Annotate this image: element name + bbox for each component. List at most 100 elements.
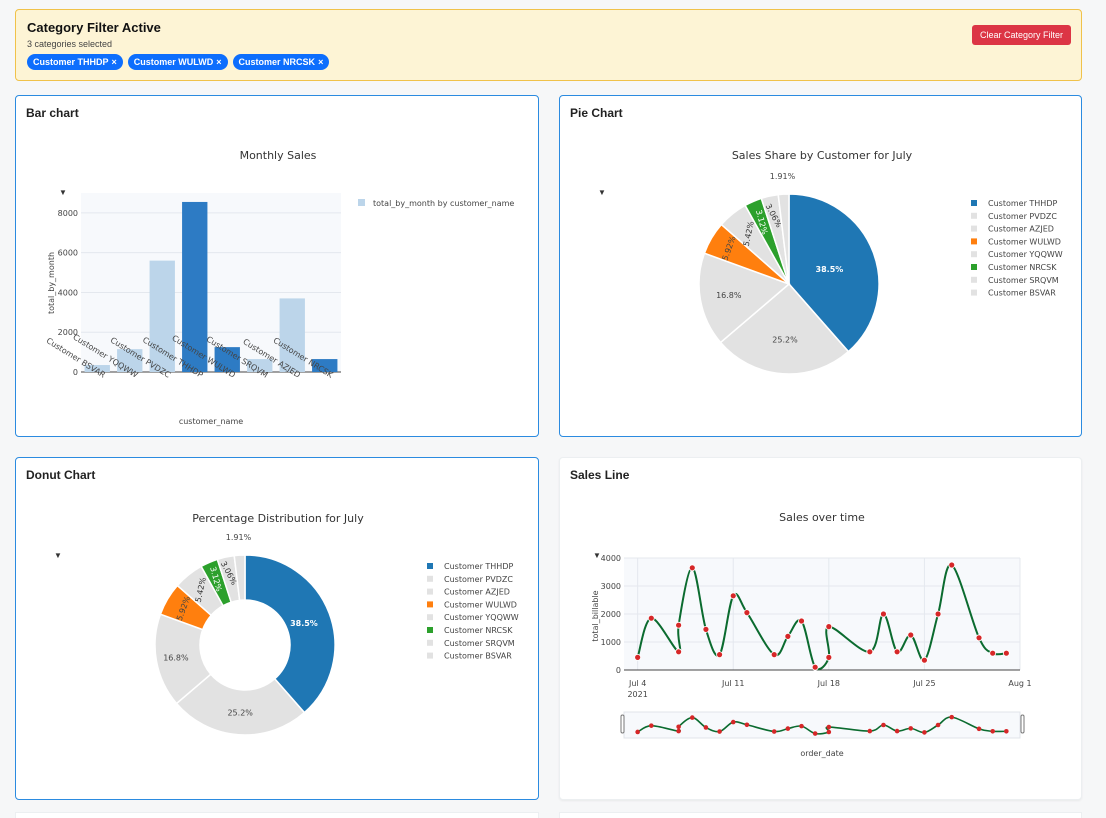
data-point [702, 625, 710, 633]
bar-chart-card[interactable]: Bar chart Monthly Sales ▼ 0 2000 4000 6000 800… [15, 95, 539, 437]
filter-title: Category Filter Active [27, 20, 161, 35]
data-point [866, 648, 874, 656]
range-slider-point [799, 723, 804, 729]
legend-swatch [358, 199, 365, 206]
bar [279, 298, 305, 372]
data-point [825, 623, 833, 631]
legend-label: Customer WULWD [444, 600, 517, 609]
x-tick-label: Aug 1 [1008, 679, 1031, 688]
y-tick-label: 4000 [58, 288, 78, 297]
y-tick-label: 2000 [601, 610, 621, 619]
data-point [811, 663, 819, 671]
data-point [647, 614, 655, 622]
range-slider-point [976, 726, 982, 732]
data-point [825, 653, 833, 661]
data-point [921, 656, 928, 664]
filter-chip[interactable]: Customer WULWD × [127, 54, 228, 70]
range-slider-point [867, 728, 873, 734]
pie-chart-card[interactable]: Pie Chart Sales Share by Customer for Ju… [559, 95, 1082, 437]
range-slider-point [771, 729, 777, 734]
legend-swatch [971, 200, 977, 206]
bar [149, 260, 175, 372]
legend-label: Customer YQQWW [444, 613, 519, 622]
clear-category-filter-button[interactable]: Clear Category Filter [971, 25, 1071, 45]
bar [84, 365, 110, 372]
filter-subtitle: 3 categories selected [27, 39, 113, 49]
range-slider-handle[interactable] [1020, 714, 1025, 734]
bar-chart[interactable]: Monthly Sales▼02000400060008000Customer … [16, 96, 538, 436]
data-point [675, 648, 683, 656]
pie-chart[interactable]: Sales Share by Customer for July ▼ 38.5% 25… [560, 96, 1081, 436]
x-tick-label: Jul 11 [721, 679, 744, 688]
next-card-edge [15, 812, 539, 818]
range-slider-point [894, 728, 900, 734]
slice-label: 16.8% [163, 654, 189, 663]
pie-slice [175, 673, 306, 736]
slice-label: 16.8% [716, 291, 742, 300]
y-tick-label: 1000 [601, 638, 621, 647]
bar [182, 201, 208, 372]
slice-label: 25.2% [772, 336, 798, 345]
y-tick-label: 0 [616, 666, 621, 675]
sales-line-card[interactable]: Sales Line Sales over time ▼ 0 1000 2000 3000… [559, 457, 1082, 800]
legend-label: Customer NRCSK [444, 626, 513, 635]
legend-swatch [971, 264, 977, 270]
range-slider-point [949, 714, 955, 720]
chart-title: Percentage Distribution for July [192, 512, 364, 525]
close-icon[interactable]: × [216, 57, 222, 67]
range-slider-handle[interactable] [620, 714, 625, 734]
y-tick-label: 6000 [58, 249, 78, 258]
data-point [934, 610, 942, 618]
legend-label: Customer YQQWW [988, 250, 1063, 259]
range-slider-point [676, 728, 681, 734]
legend-swatch [971, 212, 977, 219]
y-tick-label: 0 [73, 368, 78, 377]
legend-label: Customer AZJED [444, 588, 510, 597]
data-point [688, 564, 696, 572]
slice-label: 38.5% [290, 619, 318, 628]
filter-chip[interactable]: Customer THHDP × [27, 54, 123, 70]
filter-chip[interactable]: Customer NRCSK × [232, 54, 330, 70]
dropdown-arrow-icon: ▼ [59, 188, 67, 197]
legend-swatch [971, 251, 977, 258]
close-icon[interactable]: × [111, 57, 117, 67]
data-point [729, 592, 737, 600]
donut-chart[interactable]: Percentage Distribution for July ▼ 38.5% 25… [16, 458, 538, 799]
line-chart[interactable]: Sales over time ▼ 0 1000 2000 3000 4000 Jul 4 Ju… [560, 458, 1081, 799]
dropdown-arrow-icon: ▼ [54, 551, 62, 560]
chart-title: Monthly Sales [240, 149, 317, 162]
legend-swatch [427, 563, 433, 569]
chart-title: Sales Share by Customer for July [732, 149, 913, 162]
bar [247, 359, 273, 372]
y-axis-title: total_billable [591, 590, 600, 641]
legend-swatch [971, 238, 977, 245]
y-tick-label: 3000 [601, 582, 621, 591]
range-slider-point [812, 731, 818, 736]
pie-slice [777, 193, 790, 285]
legend-swatch [971, 225, 977, 232]
donut-chart-card[interactable]: Donut Chart Percentage Distribution for … [15, 457, 539, 800]
card-title: Donut Chart [26, 468, 96, 482]
data-point [1002, 649, 1010, 657]
range-slider-point [703, 725, 709, 730]
range-slider-point [881, 722, 886, 728]
x-axis-title: order_date [800, 749, 843, 758]
y-axis-title: total_by_month [47, 252, 56, 314]
y-tick-label: 4000 [601, 554, 621, 563]
close-icon[interactable]: × [318, 57, 324, 67]
legend-label: Customer THHDP [988, 199, 1057, 208]
x-axis-title: customer_name [179, 417, 243, 426]
pie-slice [698, 252, 791, 344]
data-point [784, 632, 792, 640]
range-slider-point [826, 724, 832, 730]
pie-slice [233, 554, 246, 602]
legend-label: Customer BSVAR [988, 289, 1056, 298]
bar [312, 359, 338, 372]
legend-label: Customer SRQVM [444, 639, 515, 648]
legend-label: Customer WULWD [988, 237, 1061, 246]
slice-label: 38.5% [816, 265, 844, 274]
range-slider-point [826, 729, 832, 735]
legend-swatch [427, 652, 433, 659]
data-point [989, 649, 997, 657]
next-card-edge [559, 812, 1082, 818]
